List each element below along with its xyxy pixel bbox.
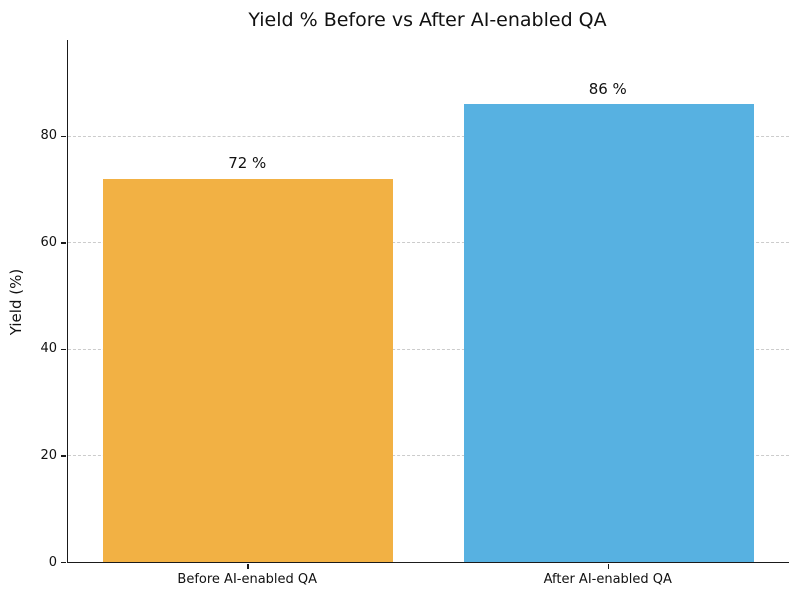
chart-title: Yield % Before vs After AI-enabled QA [248, 9, 607, 31]
y-tick-label: 40 [40, 341, 57, 357]
bar-value-label: 72 % [228, 154, 267, 173]
gridline [68, 242, 789, 244]
gridline [68, 135, 789, 137]
x-tick-mark [247, 563, 249, 569]
y-tick-label: 80 [40, 128, 57, 144]
y-axis-label: Yield (%) [7, 268, 25, 336]
y-tick-mark [61, 135, 66, 138]
plot-area [67, 40, 789, 563]
gridline [68, 348, 789, 350]
y-tick-mark [61, 455, 66, 457]
x-tick-label: After AI-enabled QA [543, 572, 672, 587]
y-tick-label: 60 [40, 234, 57, 250]
x-tick-label: Before AI-enabled QA [177, 572, 318, 587]
y-tick-mark [61, 242, 66, 244]
gridline [68, 455, 789, 457]
bar-value-label: 86 % [588, 79, 627, 98]
y-tick-label: 20 [40, 447, 57, 463]
y-tick-mark [61, 348, 66, 351]
x-tick-mark [607, 563, 610, 569]
bar [463, 103, 754, 562]
y-tick-mark [61, 562, 66, 564]
y-tick-label: 0 [48, 554, 57, 570]
bar [103, 178, 394, 562]
